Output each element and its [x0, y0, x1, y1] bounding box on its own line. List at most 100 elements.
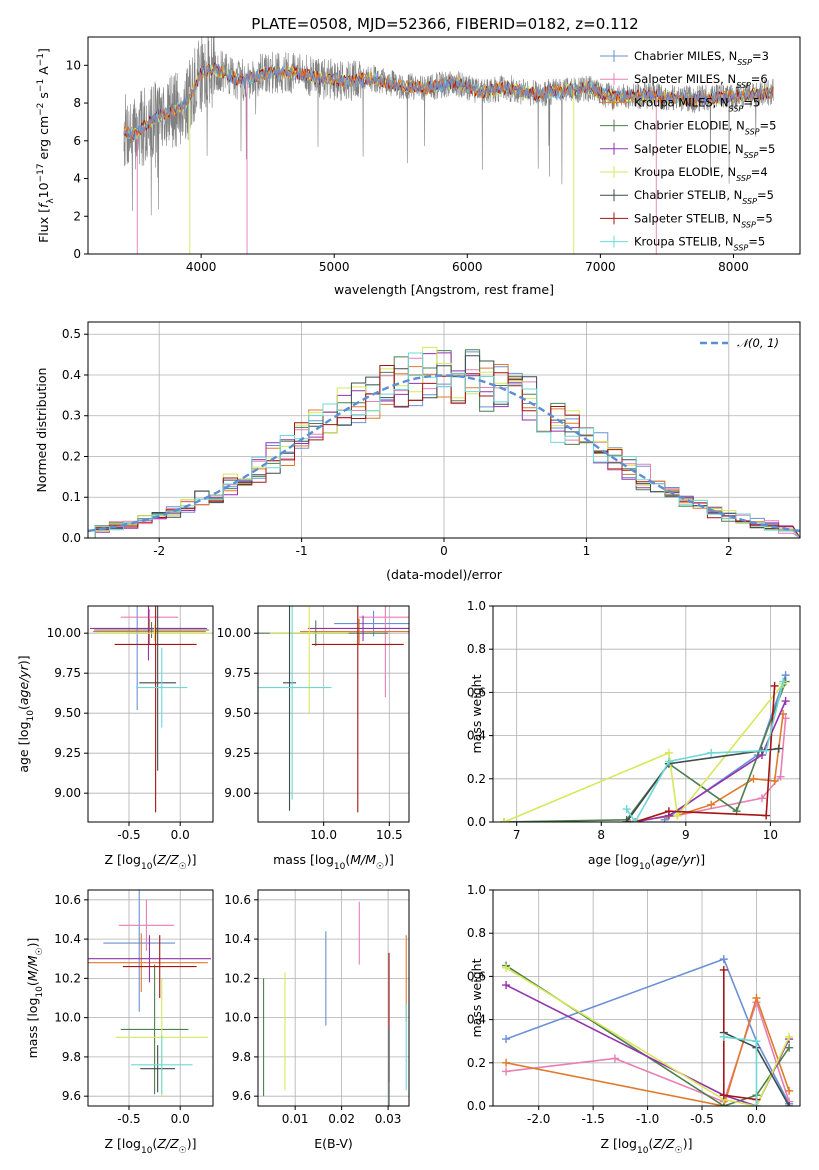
- y-tick-label: 0.1: [62, 490, 81, 504]
- series-marker: [781, 697, 790, 706]
- series-line: [505, 967, 790, 1106]
- y-tick-label: 0.2: [467, 772, 486, 786]
- error-bar-point: [122, 935, 197, 998]
- series-marker: [785, 1043, 794, 1052]
- y-tick-label: 0.0: [467, 1099, 486, 1113]
- residual-histogram: [94, 357, 800, 538]
- y-tick-label: 0.3: [62, 409, 81, 423]
- x-tick-label: 10.0: [310, 828, 337, 842]
- mass-vs-metallicity-panel: -0.5 0.0 9.6 9.8 10.0 10.2 10.4 10.6 Z [log10(Z/…: [25, 889, 214, 1156]
- error-bar-point: [114, 606, 197, 813]
- mass-weight-series: [502, 963, 794, 1106]
- series-marker: [664, 757, 673, 766]
- series-marker: [752, 1102, 761, 1106]
- x-tick-label: 10: [763, 828, 778, 842]
- x-tick-label: 9: [682, 828, 690, 842]
- y-tick-label: 9.00: [54, 786, 81, 800]
- axes-frame: [492, 605, 801, 823]
- y-axis-label: mass weight: [469, 674, 484, 753]
- series-line: [625, 681, 784, 822]
- age-vs-metallicity-panel: -0.5 0.0 9.00 9.25 9.50 9.75 10.00 Z [log10(Z/Z…: [16, 605, 214, 872]
- axes-frame: [257, 605, 410, 823]
- residual-histogram: [94, 352, 800, 538]
- x-tick-label: 7: [513, 828, 521, 842]
- series-marker: [664, 748, 673, 757]
- series-marker: [499, 818, 508, 822]
- series-marker: [502, 1035, 511, 1044]
- legend-entry: Chabrier MILES, NSSP=3: [634, 49, 769, 67]
- y-tick-label: 10.6: [224, 893, 251, 907]
- x-tick-label: 0: [440, 544, 448, 558]
- error-bar-point: [120, 964, 189, 1095]
- series-marker: [610, 1054, 619, 1063]
- legend-entry: Kroupa MILES, NSSP=5: [634, 95, 760, 113]
- y-tick-label: 0.2: [467, 1056, 486, 1070]
- y-tick-label: 0.2: [62, 449, 81, 463]
- mass-weight-series: [631, 697, 790, 822]
- error-bar-point: [282, 606, 297, 811]
- series-marker: [719, 965, 728, 974]
- x-tick-label: 7000: [585, 260, 616, 274]
- y-tick-label: 9.50: [224, 706, 251, 720]
- y-axis-label: mass [log10(M/M☉)]: [25, 938, 45, 1059]
- error-bar-point: [307, 615, 409, 642]
- y-tick-label: 0.8: [467, 926, 486, 940]
- x-tick-label: 8000: [718, 260, 749, 274]
- error-bar-point: [131, 1035, 193, 1095]
- y-tick-label: 9.25: [54, 746, 81, 760]
- error-bar-point: [103, 890, 176, 1012]
- y-tick-label: 9.6: [232, 1089, 251, 1103]
- series-marker: [502, 1067, 511, 1076]
- normal-curve: [88, 374, 800, 533]
- y-tick-label: 10.6: [54, 893, 81, 907]
- series-marker: [719, 955, 728, 964]
- series-marker: [785, 1086, 794, 1095]
- residual-histogram: [94, 355, 800, 538]
- series-line: [634, 700, 787, 822]
- x-tick-label: 0.03: [375, 1112, 402, 1126]
- error-bar-point: [334, 610, 409, 637]
- x-tick-label: 8: [597, 828, 605, 842]
- legend-entry: Chabrier ELODIE, NSSP=5: [634, 119, 776, 137]
- x-tick-label: 0.0: [171, 1112, 190, 1126]
- y-tick-label: 2: [73, 209, 81, 223]
- series-line: [505, 995, 790, 1106]
- x-tick-label: -1.5: [581, 1112, 604, 1126]
- y-tick-label: 10.2: [54, 971, 81, 985]
- error-bar-point: [258, 606, 332, 800]
- x-tick-label: -0.5: [117, 1112, 140, 1126]
- y-tick-label: 0.8: [467, 642, 486, 656]
- series-marker: [762, 811, 771, 820]
- series-marker: [502, 1058, 511, 1067]
- y-axis-label: Normed distribution: [34, 368, 49, 493]
- plot-area: [258, 606, 409, 813]
- series-marker: [785, 1102, 794, 1106]
- legend-entry-normal: 𝒩(0, 1): [737, 336, 779, 350]
- y-tick-label: 0.6: [467, 969, 486, 983]
- x-axis-label: E(B-V): [314, 1136, 353, 1151]
- y-tick-label: 10.0: [54, 1011, 81, 1025]
- series-line: [626, 713, 784, 822]
- error-bar-point: [311, 606, 404, 813]
- y-axis-label: Flux [fλ10−17 erg cm−2 s−1 A−1]: [36, 48, 56, 243]
- error-bar-point: [139, 606, 177, 771]
- x-axis-label: age [log10(age/yr)]: [588, 852, 705, 872]
- x-tick-label: 0.0: [171, 828, 190, 842]
- series-marker: [762, 746, 771, 755]
- y-tick-label: 10.4: [54, 932, 81, 946]
- y-axis-label: age [log10(age/yr)]: [16, 655, 36, 772]
- residual-histogram: [94, 349, 800, 538]
- plot-area: [499, 671, 790, 822]
- legend-entry: Salpeter MILES, NSSP=6: [634, 72, 768, 90]
- legend-entry: Kroupa ELODIE, NSSP=4: [634, 165, 768, 183]
- series-marker: [752, 1037, 761, 1046]
- x-tick-label: -2: [153, 544, 165, 558]
- y-tick-label: 9.00: [224, 786, 251, 800]
- residual-histogram-panel: -2 -1 0 1 2 0.0 0.1 0.2 0.3 0.4 0.5 𝒩(0, 1) (data-mo…: [34, 321, 801, 582]
- axes-frame: [492, 889, 801, 1107]
- x-tick-label: 10.5: [376, 828, 403, 842]
- series-marker: [719, 1032, 728, 1041]
- x-tick-label: 6000: [452, 260, 483, 274]
- y-tick-label: 8: [73, 96, 81, 110]
